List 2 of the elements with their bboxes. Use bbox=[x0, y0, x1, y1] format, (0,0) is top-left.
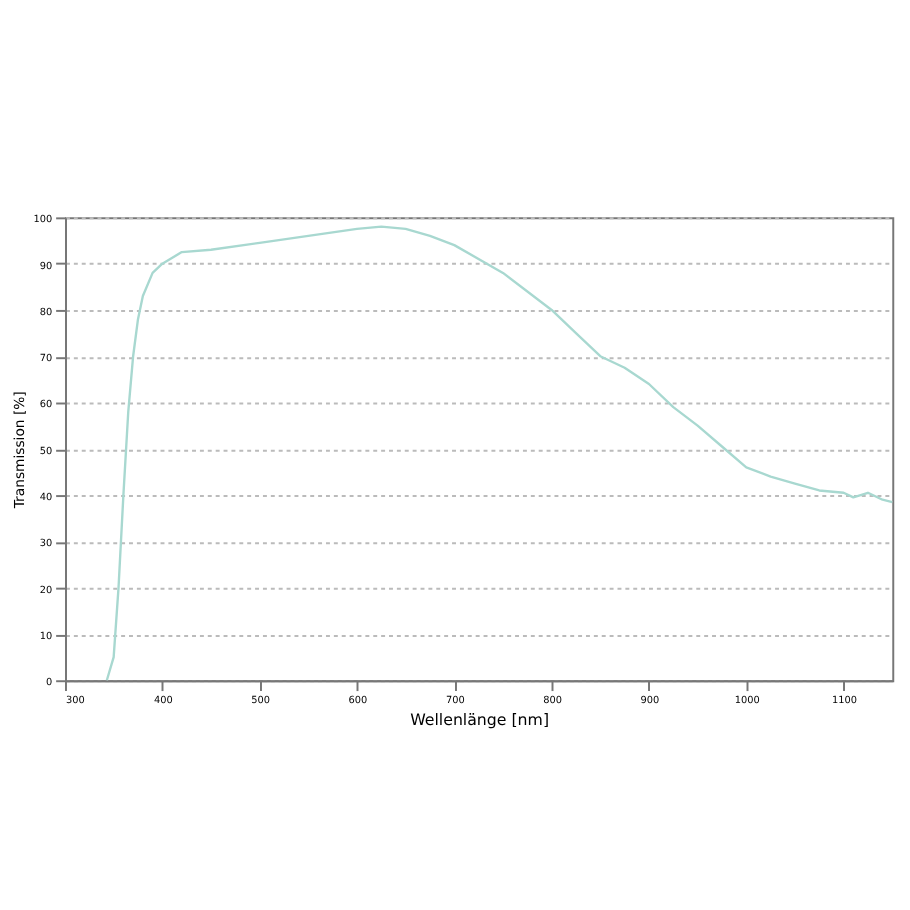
line-series bbox=[105, 225, 894, 682]
x-axis-title: Wellenlänge [nm] bbox=[410, 710, 550, 729]
